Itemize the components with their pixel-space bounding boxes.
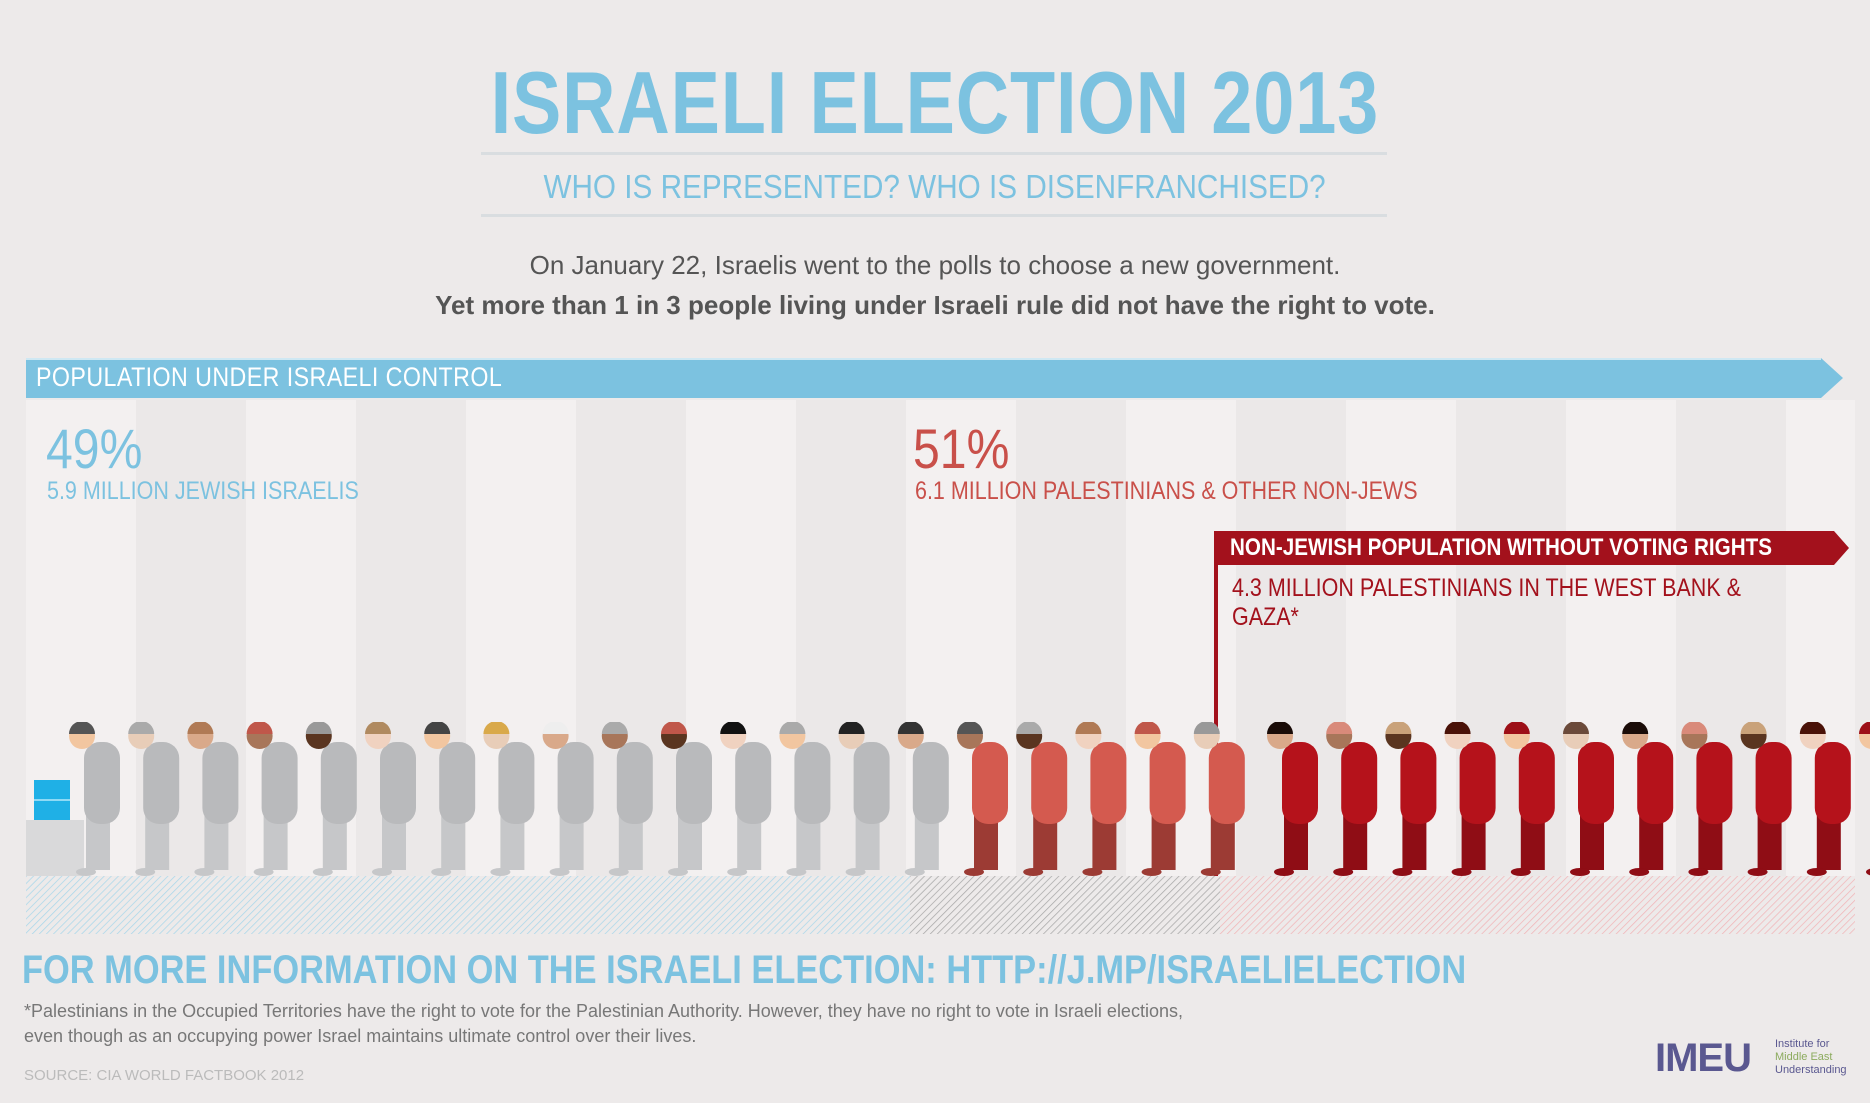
person-figure-jewish	[246, 722, 298, 876]
footnote-line-2: even though as an occupying power Israel…	[24, 1026, 697, 1046]
ground-jewish	[26, 876, 910, 934]
person-figure-no-vote	[1681, 722, 1733, 876]
person-figure-non-jewish-citizen	[1134, 722, 1186, 876]
hair	[1681, 722, 1708, 734]
no-voting-rights-label: 4.3 MILLION PALESTINIANS IN THE WEST BAN…	[1232, 574, 1741, 631]
no-voting-rights-title: NON-JEWISH POPULATION WITHOUT VOTING RIG…	[1230, 534, 1772, 561]
imeu-logo: IMEU Institute for Middle East Understan…	[1655, 1036, 1855, 1080]
person-figure-non-jewish-citizen	[1193, 722, 1245, 876]
person-figure-non-jewish-citizen	[957, 722, 1008, 876]
person-figure-jewish	[424, 722, 476, 876]
footnote-line-1: *Palestinians in the Occupied Territorie…	[24, 1001, 1183, 1021]
hair	[779, 722, 806, 734]
page-subtitle: WHO IS REPRESENTED? WHO IS DISENFRANCHIS…	[543, 168, 1327, 205]
page-title: ISRAELI ELECTION 2013	[490, 53, 1380, 152]
intro-line-2: Yet more than 1 in 3 people living under…	[435, 290, 1435, 320]
person-figure-no-vote	[1622, 722, 1674, 876]
person-figure-jewish	[897, 722, 949, 876]
hair	[1740, 722, 1767, 734]
person-figure-jewish	[661, 722, 712, 876]
person-figure-no-vote	[1563, 722, 1614, 876]
hair	[1267, 722, 1293, 734]
hair	[1622, 722, 1649, 734]
population-banner	[26, 358, 1843, 398]
person-figure-no-vote	[1503, 722, 1555, 876]
more-info-link[interactable]: FOR MORE INFORMATION ON THE ISRAELI ELEC…	[22, 948, 1467, 992]
hair	[1503, 722, 1530, 734]
person-figure-non-jewish-citizen	[1075, 722, 1127, 876]
person-figure-jewish	[720, 722, 772, 876]
person-figure-no-vote	[1444, 722, 1496, 876]
hair	[69, 722, 95, 734]
person-figure-no-vote	[1385, 722, 1437, 876]
hair	[305, 722, 332, 734]
ground-no-vote	[1220, 876, 1855, 934]
hair	[1193, 722, 1220, 734]
hair	[542, 722, 569, 734]
logo-text: Institute for Middle East Understanding	[1775, 1038, 1847, 1077]
logo-line-1: Institute for	[1775, 1038, 1830, 1050]
banner-label: POPULATION UNDER ISRAELI CONTROL	[36, 362, 503, 392]
person-figure-jewish	[365, 722, 416, 876]
person-figure-jewish	[483, 722, 535, 876]
jewish-percent: 49%	[46, 417, 143, 480]
hair	[483, 722, 510, 734]
non-jewish-percent: 51%	[913, 417, 1010, 480]
hair	[1016, 722, 1043, 734]
person-figure-no-vote	[1267, 722, 1318, 876]
person-figure-jewish	[69, 722, 120, 876]
person-figure-jewish	[305, 722, 357, 876]
hair	[1326, 722, 1353, 734]
person-figure-jewish	[601, 722, 653, 876]
person-figure-jewish	[838, 722, 890, 876]
hair	[187, 722, 214, 734]
ballot-box	[26, 780, 84, 876]
voting-table	[26, 820, 84, 876]
person-figure-non-jewish-citizen	[1016, 722, 1068, 876]
divider-line	[1214, 531, 1218, 876]
hair	[838, 722, 865, 734]
hair	[1859, 722, 1870, 734]
non-jewish-label: 6.1 MILLION PALESTINIANS & OTHER NON-JEW…	[915, 477, 1418, 505]
logo-line-2: Middle East	[1775, 1051, 1833, 1063]
hair	[661, 722, 687, 734]
person-figure-no-vote	[1326, 722, 1378, 876]
logo-line-3: Understanding	[1775, 1064, 1847, 1076]
logo-mark: IMEU	[1655, 1036, 1752, 1080]
person-figure-no-vote	[1859, 722, 1870, 876]
hair	[957, 722, 983, 734]
jewish-label: 5.9 MILLION JEWISH ISRAELIS	[47, 477, 359, 505]
ground-hatch	[26, 876, 1855, 934]
hair	[1134, 722, 1161, 734]
divider	[481, 214, 1387, 217]
hair	[1563, 722, 1589, 734]
person-figure-no-vote	[1740, 722, 1792, 876]
hair	[601, 722, 628, 734]
ground-non-jewish-citizens	[910, 876, 1220, 934]
hair	[365, 722, 391, 734]
figure-queue	[69, 722, 1870, 876]
hair	[720, 722, 747, 734]
intro-line-1: On January 22, Israelis went to the poll…	[529, 250, 1341, 280]
person-figure-jewish	[779, 722, 831, 876]
no-voting-rights-banner	[1214, 531, 1849, 565]
divider	[481, 152, 1387, 155]
hair	[897, 722, 924, 734]
hair	[424, 722, 451, 734]
hair	[1799, 722, 1826, 734]
person-figure-jewish	[128, 722, 180, 876]
hair	[246, 722, 273, 734]
hair	[1075, 722, 1102, 734]
hair	[1444, 722, 1471, 734]
person-figure-no-vote	[1799, 722, 1851, 876]
hair	[128, 722, 155, 734]
person-figure-jewish	[542, 722, 594, 876]
person-figure-jewish	[187, 722, 239, 876]
source-note: SOURCE: CIA WORLD FACTBOOK 2012	[24, 1067, 305, 1084]
hair	[1385, 722, 1412, 734]
